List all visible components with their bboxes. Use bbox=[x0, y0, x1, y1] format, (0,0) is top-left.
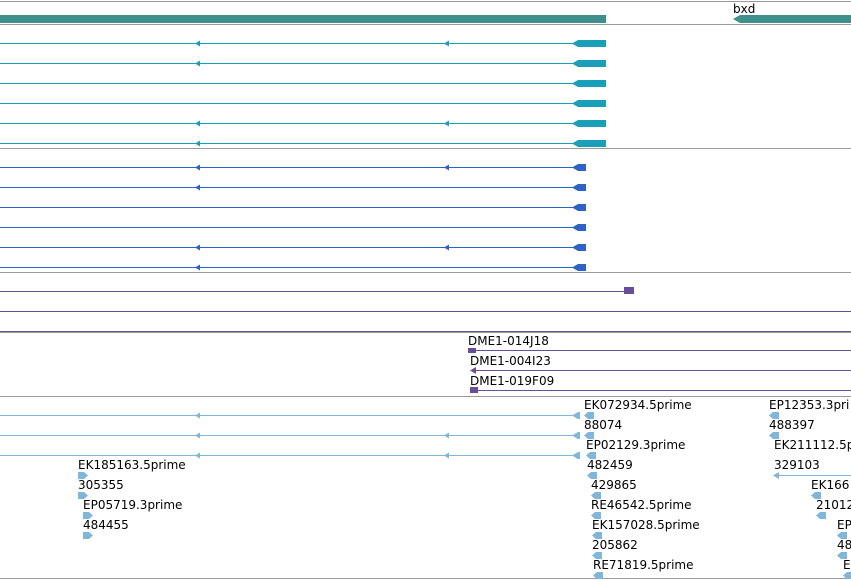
strand-arrow bbox=[195, 60, 200, 67]
clone-start bbox=[470, 367, 476, 374]
est-label[interactable]: EK211112.5p bbox=[774, 438, 851, 452]
est-marker bbox=[592, 532, 602, 539]
strand-arrow bbox=[444, 164, 449, 171]
est-marker bbox=[811, 492, 821, 499]
strand-arrow bbox=[195, 120, 200, 127]
est-label[interactable]: 21012 bbox=[816, 498, 851, 512]
strand-arrow bbox=[195, 244, 200, 251]
strand-arrow bbox=[195, 140, 200, 147]
est-label[interactable]: 482459 bbox=[587, 458, 633, 472]
est-marker bbox=[78, 472, 88, 479]
est-exon bbox=[572, 432, 580, 439]
transcript-exon bbox=[572, 264, 586, 271]
transcript-exon bbox=[572, 204, 586, 211]
est-label[interactable]: 484455 bbox=[83, 518, 129, 532]
est-marker bbox=[592, 552, 602, 559]
est-marker bbox=[83, 532, 93, 539]
est-label[interactable]: EP bbox=[837, 518, 851, 532]
est-marker bbox=[584, 412, 594, 419]
est-arrow bbox=[773, 472, 779, 479]
gene-bar bbox=[733, 15, 851, 23]
est-marker bbox=[816, 512, 826, 519]
strand-arrow bbox=[195, 40, 200, 47]
est-label[interactable]: EP05719.3prime bbox=[83, 498, 183, 512]
strand-arrow bbox=[195, 164, 200, 171]
strand-arrow bbox=[444, 120, 449, 127]
clone-label[interactable]: DME1-019F09 bbox=[470, 374, 555, 388]
clone-end bbox=[624, 287, 634, 294]
strand-arrow bbox=[195, 412, 200, 419]
transcript-exon bbox=[572, 60, 606, 67]
est-label[interactable]: 205862 bbox=[592, 538, 638, 552]
est-marker bbox=[78, 492, 88, 499]
est-marker bbox=[837, 552, 847, 559]
strand-arrow bbox=[444, 40, 449, 47]
est-marker bbox=[591, 512, 601, 519]
est-marker bbox=[837, 532, 847, 539]
est-marker bbox=[769, 432, 779, 439]
transcript-exon bbox=[572, 100, 606, 107]
clone-label[interactable]: DME1-014J18 bbox=[468, 334, 549, 348]
est-label[interactable]: RE46542.5prime bbox=[591, 498, 692, 512]
est-marker bbox=[83, 512, 93, 519]
est-label[interactable]: EK072934.5prime bbox=[584, 398, 692, 412]
est-label[interactable]: EP12353.3pri bbox=[769, 398, 850, 412]
clone-start bbox=[470, 387, 478, 393]
est-label[interactable]: RE71819.5prime bbox=[593, 558, 694, 572]
est-marker bbox=[593, 572, 603, 579]
est-marker bbox=[584, 432, 594, 439]
strand-arrow bbox=[195, 264, 200, 271]
est-marker bbox=[843, 572, 851, 579]
est-marker bbox=[769, 412, 779, 419]
transcript-exon bbox=[572, 164, 586, 171]
est-label[interactable]: 305355 bbox=[78, 478, 124, 492]
transcript-exon bbox=[572, 184, 586, 191]
strand-arrow bbox=[444, 452, 449, 459]
strand-arrow bbox=[195, 452, 200, 459]
transcript-exon bbox=[572, 80, 606, 87]
transcript-exon bbox=[572, 120, 606, 127]
est-label[interactable]: 329103 bbox=[774, 458, 820, 472]
gene-label[interactable]: bxd bbox=[733, 2, 756, 16]
est-exon bbox=[572, 412, 580, 419]
est-label[interactable]: E bbox=[843, 558, 851, 572]
strand-arrow bbox=[195, 432, 200, 439]
strand-arrow bbox=[444, 432, 449, 439]
transcript-exon bbox=[572, 224, 586, 231]
transcript-exon bbox=[572, 40, 606, 47]
est-label[interactable]: 48 bbox=[837, 538, 851, 552]
est-label[interactable]: EK157028.5prime bbox=[592, 518, 700, 532]
est-label[interactable]: EK166 bbox=[811, 478, 850, 492]
clone-start bbox=[468, 348, 476, 353]
clone-label[interactable]: DME1-004I23 bbox=[470, 354, 551, 368]
est-label[interactable]: 88074 bbox=[584, 418, 623, 432]
strand-arrow bbox=[195, 184, 200, 191]
est-label[interactable]: EP02129.3prime bbox=[586, 438, 686, 452]
est-marker bbox=[586, 452, 596, 459]
est-marker bbox=[591, 492, 601, 499]
est-exon bbox=[572, 452, 580, 459]
est-label[interactable]: 429865 bbox=[591, 478, 637, 492]
est-label[interactable]: EK185163.5prime bbox=[78, 458, 186, 472]
strand-arrow bbox=[444, 244, 449, 251]
gene-bar bbox=[0, 15, 606, 23]
transcript-exon bbox=[572, 244, 586, 251]
est-marker bbox=[587, 472, 597, 479]
transcript-exon bbox=[572, 140, 606, 147]
est-label[interactable]: 488397 bbox=[769, 418, 815, 432]
